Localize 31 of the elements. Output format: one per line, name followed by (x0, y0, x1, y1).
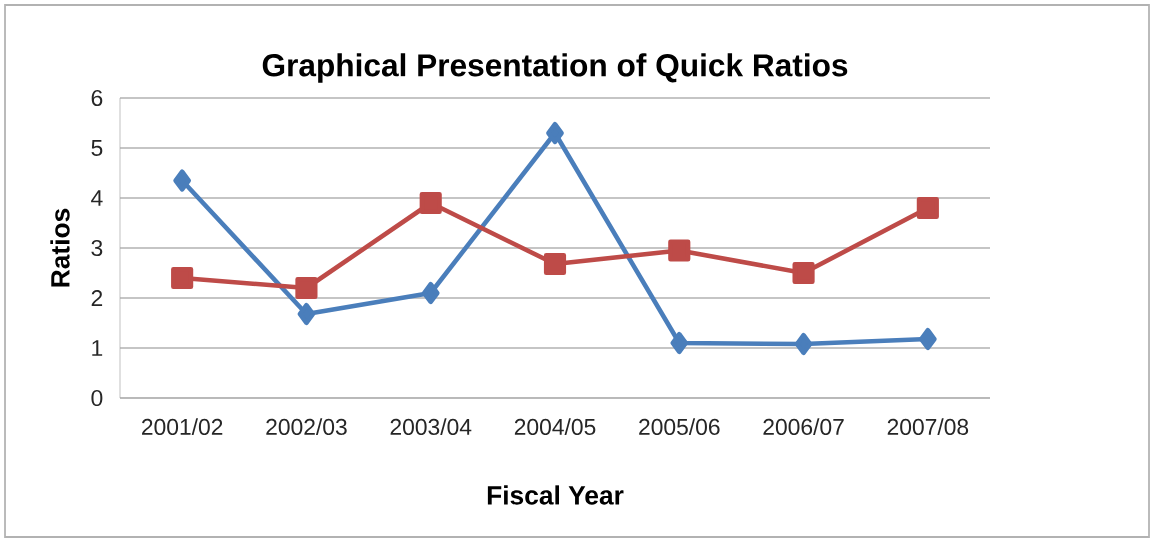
point (295, 276, 318, 300)
point (173, 169, 192, 192)
point (421, 281, 440, 305)
point (171, 266, 194, 290)
point (670, 331, 689, 355)
point (546, 121, 564, 145)
x-tick-label: 2002/03 (266, 418, 347, 436)
point (794, 332, 813, 356)
point (419, 191, 442, 215)
x-axis-title: Fiscal Year (487, 485, 624, 505)
point (668, 239, 691, 262)
x-tick-label: 2001/02 (142, 418, 223, 436)
y-tick-label: 3 (91, 239, 103, 257)
y-tick-label: 2 (91, 290, 103, 306)
y-tick-label: 5 (91, 140, 103, 156)
point (916, 196, 939, 220)
y-tick-label: 4 (91, 190, 103, 206)
point (792, 261, 815, 285)
x-tick-label: 2007/08 (887, 418, 969, 436)
x-tick-label: 2005/06 (639, 418, 720, 436)
x-tick-label: 2003/04 (390, 418, 472, 436)
y-tick-label: 0 (91, 389, 103, 407)
y-tick-label: 6 (91, 89, 103, 107)
x-tick-label: 2004/05 (514, 418, 596, 436)
x-tick-label: 2006/07 (763, 418, 844, 436)
point (918, 327, 937, 351)
y-axis-title: Ratios (50, 208, 70, 287)
point (297, 302, 316, 326)
point (543, 252, 567, 276)
chart-title: Graphical Presentation of Quick Ratios (262, 53, 848, 83)
y-tick-label: 1 (92, 340, 103, 356)
